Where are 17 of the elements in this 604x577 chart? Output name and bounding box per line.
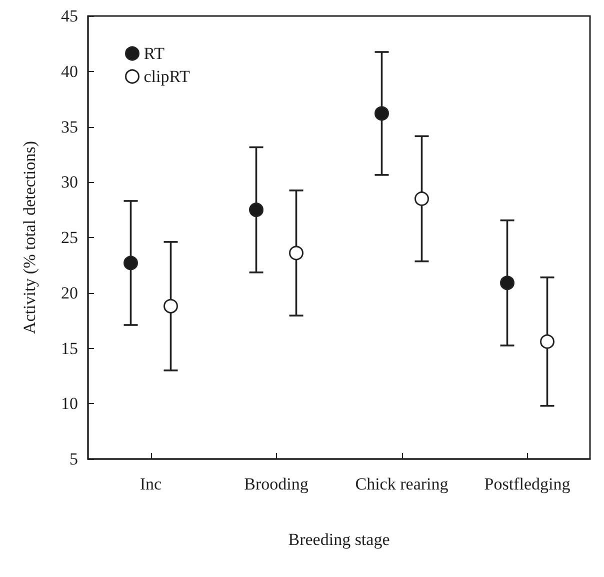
y-tick-label: 25: [61, 228, 78, 247]
y-tick-label: 20: [61, 283, 78, 302]
y-tick-label: 30: [61, 172, 78, 192]
x-tick-label: Chick rearing: [355, 474, 449, 494]
legend-label: RT: [144, 44, 166, 63]
y-tick-label: 40: [61, 62, 78, 81]
x-tick-label: Brooding: [244, 474, 309, 494]
y-tick-label: 10: [61, 394, 78, 414]
x-axis-title: Breeding stage: [288, 530, 390, 549]
x-tick-label: Inc: [140, 474, 162, 494]
x-tick-label: Postfledging: [484, 474, 571, 494]
legend-label: clipRT: [144, 67, 191, 86]
y-tick-label: 45: [61, 6, 78, 26]
y-tick-label: 15: [61, 338, 78, 358]
y-tick-label: 5: [70, 450, 78, 468]
y-axis-title: Activity (% total detections): [20, 140, 39, 334]
y-tick-label: 35: [61, 117, 78, 136]
